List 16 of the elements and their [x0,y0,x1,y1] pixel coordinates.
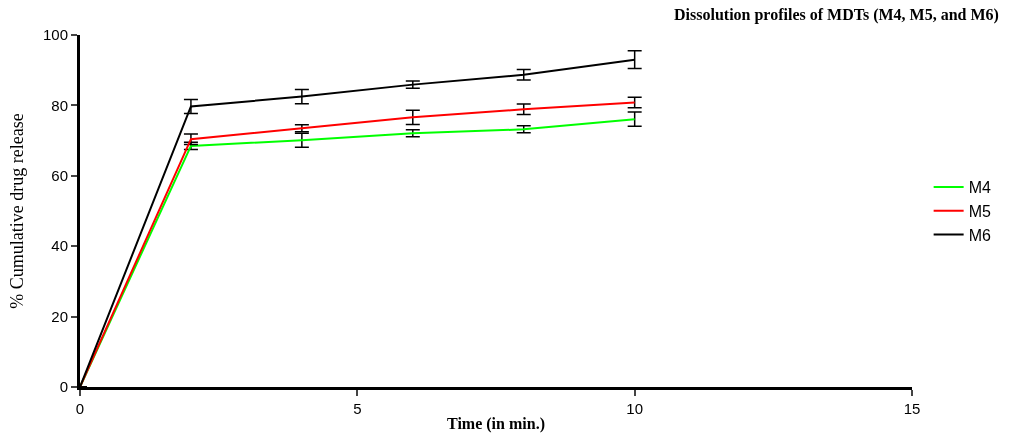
legend-label: M5 [968,202,991,220]
x-tick-label: 0 [75,400,85,417]
y-tick-label: 20 [51,307,68,325]
y-tick-label: 0 [59,378,68,396]
x-tick-label: 10 [626,400,644,417]
x-tick-label: 15 [903,400,921,417]
y-tick-label: 60 [51,167,68,185]
y-tick-label: 100 [42,26,68,44]
x-tick-label: 5 [353,400,362,417]
chart-title: Dissolution profiles of MDTs (M4, M5, and M6) [674,6,999,25]
y-axis-title: % Cumulative drug release [7,113,28,309]
y-tick-label: 40 [51,237,68,255]
x-axis-title: Time (in min.) [447,414,545,433]
legend-label: M6 [968,226,991,244]
y-tick-label: 80 [51,96,68,114]
legend-label: M4 [968,179,991,197]
